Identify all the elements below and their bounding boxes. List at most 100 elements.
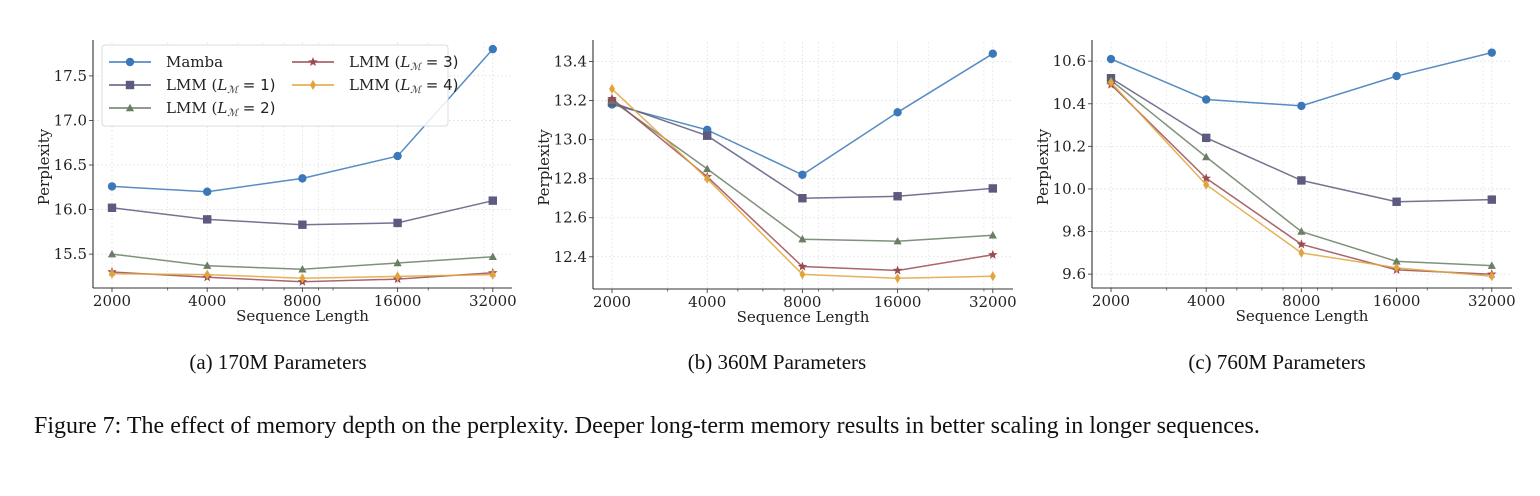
data-point-lmm-l-m-4 (1108, 77, 1114, 88)
data-point-lmm-l-m-4 (299, 273, 306, 284)
data-point-lmm-l-m-4 (489, 269, 496, 280)
x-tick-label: 4000 (688, 293, 726, 311)
y-axis-label: Perplexity (1034, 128, 1052, 205)
data-point-lmm-l-m-2 (1202, 152, 1211, 161)
legend-label: LMM (Lℳ = 3) (349, 53, 458, 73)
series-line-lmm-l-m-3 (611, 98, 993, 272)
x-axis-label: Sequence Length (737, 308, 870, 326)
data-point-lmm-l-m-1 (1487, 195, 1496, 204)
legend-label: Mamba (166, 53, 223, 71)
legend-label: LMM (Lℳ = 4) (349, 76, 458, 96)
data-point-lmm-l-m-3 (988, 249, 998, 259)
data-point-lmm-l-m-2 (703, 164, 712, 173)
data-point-lmm-l-m-4 (989, 271, 996, 282)
data-point-mamba (298, 174, 307, 183)
legend-box (101, 44, 449, 127)
legend-label: LMM (Lℳ = 2) (166, 99, 275, 119)
legend-label: LMM (Lℳ = 1) (166, 76, 275, 96)
legend-item: LMM (Lℳ = 2) (109, 99, 275, 119)
data-point-mamba (393, 151, 402, 161)
data-point-mamba (107, 182, 117, 191)
data-point-mamba (988, 49, 997, 58)
legend-item: LMM (Lℳ = 3) (292, 53, 458, 73)
data-point-lmm-l-m-2 (893, 236, 902, 245)
x-axis-label: Sequence Length (236, 307, 369, 325)
data-point-lmm-l-m-2 (203, 261, 212, 269)
data-point-mamba (1392, 71, 1401, 81)
x-tick-label: 32000 (469, 292, 517, 310)
legend-marker-circle-icon (125, 57, 135, 67)
x-tick-label: 2000 (593, 293, 631, 311)
y-tick-label: 13.4 (554, 53, 587, 71)
y-tick-label: 16.5 (54, 156, 87, 174)
x-tick-label: 8000 (283, 292, 321, 310)
data-point-lmm-l-m-3 (797, 261, 808, 271)
data-point-mamba (1201, 95, 1211, 104)
y-axis-label: Perplexity (35, 128, 53, 205)
data-point-lmm-l-m-4 (1393, 262, 1400, 273)
data-point-lmm-l-m-2 (1392, 257, 1401, 265)
data-point-lmm-l-m-4 (1203, 179, 1210, 190)
data-point-lmm-l-m-2 (1297, 227, 1306, 235)
x-tick-label: 32000 (969, 293, 1017, 311)
data-point-lmm-l-m-1 (298, 220, 307, 229)
data-point-lmm-l-m-2 (798, 234, 807, 243)
data-point-lmm-l-m-1 (798, 194, 807, 203)
data-point-lmm-l-m-2 (393, 258, 402, 267)
data-point-mamba (1297, 101, 1306, 111)
figure-caption: Figure 7: The effect of memory depth on … (34, 413, 1260, 439)
x-tick-label: 4000 (1187, 292, 1225, 310)
data-point-lmm-l-m-1 (1202, 133, 1211, 143)
data-point-lmm-l-m-2 (107, 249, 117, 258)
data-point-mamba (488, 44, 497, 54)
x-tick-label: 8000 (1282, 292, 1320, 310)
data-point-mamba (798, 170, 807, 179)
data-point-lmm-l-m-2 (488, 252, 497, 261)
x-tick-label: 2000 (93, 292, 131, 310)
y-tick-label: 10.2 (1053, 137, 1086, 155)
data-point-lmm-l-m-2 (1487, 261, 1496, 269)
data-point-lmm-l-m-4 (609, 83, 615, 94)
chart-panel-a: 2000 4000 8000 16000 32000 15.5 16.0 16.5 17.0 17… (35, 40, 517, 325)
legend-marker-triangle-icon (125, 103, 135, 112)
y-tick-label: 12.6 (554, 209, 587, 227)
y-tick-label: 10.4 (1053, 95, 1086, 113)
data-point-lmm-l-m-1 (1297, 176, 1306, 185)
legend-item: LMM (Lℳ = 4) (292, 76, 458, 96)
y-tick-label: 16.0 (54, 201, 87, 219)
data-point-lmm-l-m-2 (298, 264, 307, 273)
data-point-lmm-l-m-4 (394, 271, 401, 282)
y-tick-label: 15.5 (54, 245, 87, 263)
data-point-lmm-l-m-1 (893, 192, 902, 201)
y-tick-label: 13.2 (554, 92, 587, 110)
x-tick-label: 4000 (188, 292, 226, 310)
y-axis-label: Perplexity (535, 129, 553, 206)
data-point-lmm-l-m-4 (204, 269, 211, 280)
data-point-lmm-l-m-4 (109, 268, 115, 279)
x-tick-label: 16000 (1373, 292, 1421, 310)
data-point-lmm-l-m-4 (799, 269, 806, 280)
data-point-lmm-l-m-1 (202, 215, 212, 224)
y-tick-label: 10.6 (1053, 52, 1086, 70)
x-tick-label: 16000 (374, 292, 422, 310)
data-point-lmm-l-m-4 (1298, 247, 1305, 258)
data-point-lmm-l-m-1 (1392, 197, 1401, 206)
subcaption-c: (c) 760M Parameters (1188, 350, 1366, 374)
data-point-lmm-l-m-2 (988, 231, 997, 239)
legend: Mamba LMM (Lℳ = 1) LMM (Lℳ = 2) LMM (Lℳ = 3… (101, 44, 458, 127)
data-point-lmm-l-m-4 (1488, 271, 1495, 282)
data-point-lmm-l-m-1 (488, 196, 497, 205)
y-tick-label: 9.8 (1062, 223, 1086, 241)
legend-marker-diamond-icon (310, 80, 316, 90)
legend-item: Mamba (109, 53, 223, 71)
data-point-lmm-l-m-3 (1201, 173, 1211, 183)
legend-marker-square-icon (125, 80, 135, 90)
y-tick-label: 17.5 (54, 67, 87, 85)
x-tick-label: 8000 (783, 293, 821, 311)
x-axis-label: Sequence Length (1236, 307, 1369, 325)
data-point-lmm-l-m-1 (703, 131, 712, 140)
subcaption-b: (b) 360M Parameters (687, 350, 867, 374)
y-tick-label: 13.0 (554, 131, 587, 149)
data-point-lmm-l-m-3 (892, 265, 903, 275)
figure-charts: 2000 4000 8000 16000 32000 15.5 16.0 16.5 17.0 17… (35, 40, 1516, 326)
